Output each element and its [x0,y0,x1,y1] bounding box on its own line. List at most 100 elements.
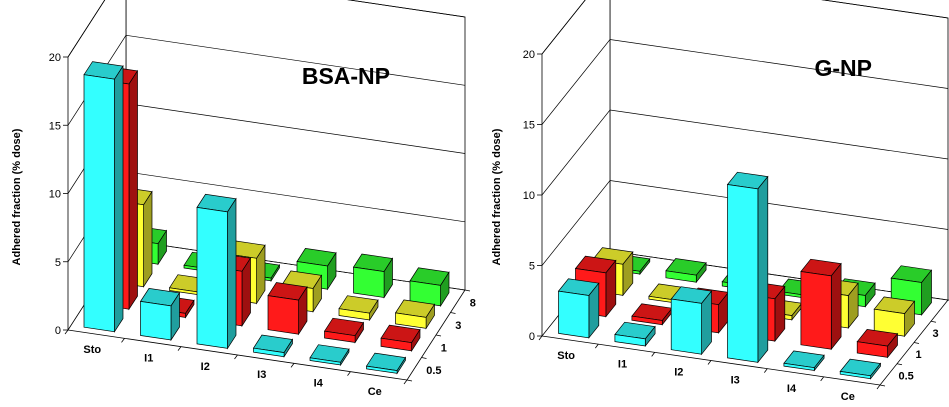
category-label: Ce [368,386,382,398]
bar-front [670,298,702,355]
x-tick-mark [820,376,824,382]
bar-front [558,290,590,339]
category-label: Ce [841,391,855,402]
bar [839,358,882,380]
x-tick-mark [707,360,712,365]
chart-title: G-NP [815,55,873,81]
bar [726,171,769,364]
y-tick-label: 20 [523,49,535,61]
bar-front [140,300,172,341]
series-label: 0.5 [426,365,441,377]
bar [380,324,421,353]
chart-title: BSA-NP [302,63,390,89]
y-tick-label: 15 [523,120,535,132]
bar [614,321,656,348]
bar-side [128,69,138,311]
category-label: I4 [314,378,324,390]
z-tick-mark [896,363,903,366]
bar-front [83,74,115,333]
bar [352,253,394,299]
bar [139,288,181,342]
bar [670,286,713,356]
back-wall [125,0,466,291]
y-axis-label: Adhered fraction (% dose) [11,128,23,265]
x-tick-mark [651,352,655,357]
z-tick-mark [464,289,471,292]
bar [394,299,436,330]
bar-front [267,295,299,335]
gridline [541,39,949,125]
z-tick-mark [930,320,937,323]
bar [338,295,379,322]
x-tick-mark [764,368,768,373]
series-label: 8 [470,297,476,309]
back-wall [609,0,949,301]
bar-front [614,334,646,347]
gridline [541,109,949,196]
bar-front [353,266,385,298]
bar [309,344,350,367]
bar-front [366,365,398,374]
floor-back-edge [125,239,466,291]
y-tick-label: 5 [55,257,61,269]
z-tick-mark [879,384,886,387]
category-label: I1 [144,353,153,365]
series-label: 0.5 [899,370,914,382]
category-label: Sto [83,344,101,356]
x-tick-mark [876,384,881,390]
series-label: 1 [916,349,922,361]
bar [267,282,308,336]
x-tick-mark [347,371,351,376]
bar-side [227,197,237,350]
x-tick-mark [121,338,125,343]
series-label: 3 [455,320,461,332]
bar-front [800,271,832,350]
z-tick-mark [406,379,413,382]
bar-front [253,347,285,358]
bar [800,258,842,351]
bar-front [839,370,871,380]
z-tick-mark [450,312,456,314]
bar [365,352,407,375]
bar [196,193,237,350]
z-tick-mark [421,357,427,359]
series-label: 1 [441,342,447,354]
x-tick-mark [234,354,238,360]
bar-front [395,312,427,329]
bar-side [114,64,124,333]
bar-side [757,175,769,364]
y-axis-label: Adhered fraction (% dose) [491,128,503,265]
gridline [541,180,949,266]
bar-front [380,337,412,352]
bar-front [631,315,663,326]
y-tick-label: 10 [49,189,61,201]
bar [783,350,825,372]
bar-side [830,262,842,351]
gridline [541,0,949,55]
bar-side [143,190,153,288]
category-label: I2 [201,361,210,373]
x-tick-mark [290,363,295,368]
y-tick-label: 0 [55,325,61,337]
bar-front [309,357,341,366]
bar [557,278,600,339]
x-tick-mark [177,346,182,351]
floor-back-edge [609,250,949,301]
z-tick-mark [435,334,442,337]
bar-front [324,330,356,343]
bar [323,317,365,344]
bar [856,329,899,359]
bar [252,334,294,358]
bar-front [783,362,815,371]
x-tick-mark [64,329,69,335]
gridline [67,0,466,58]
bar-front [856,341,888,358]
y-tick-label: 10 [523,190,535,202]
bar [83,61,124,333]
bar-front [665,270,697,283]
bar [631,303,673,326]
series-label: 3 [933,328,939,340]
